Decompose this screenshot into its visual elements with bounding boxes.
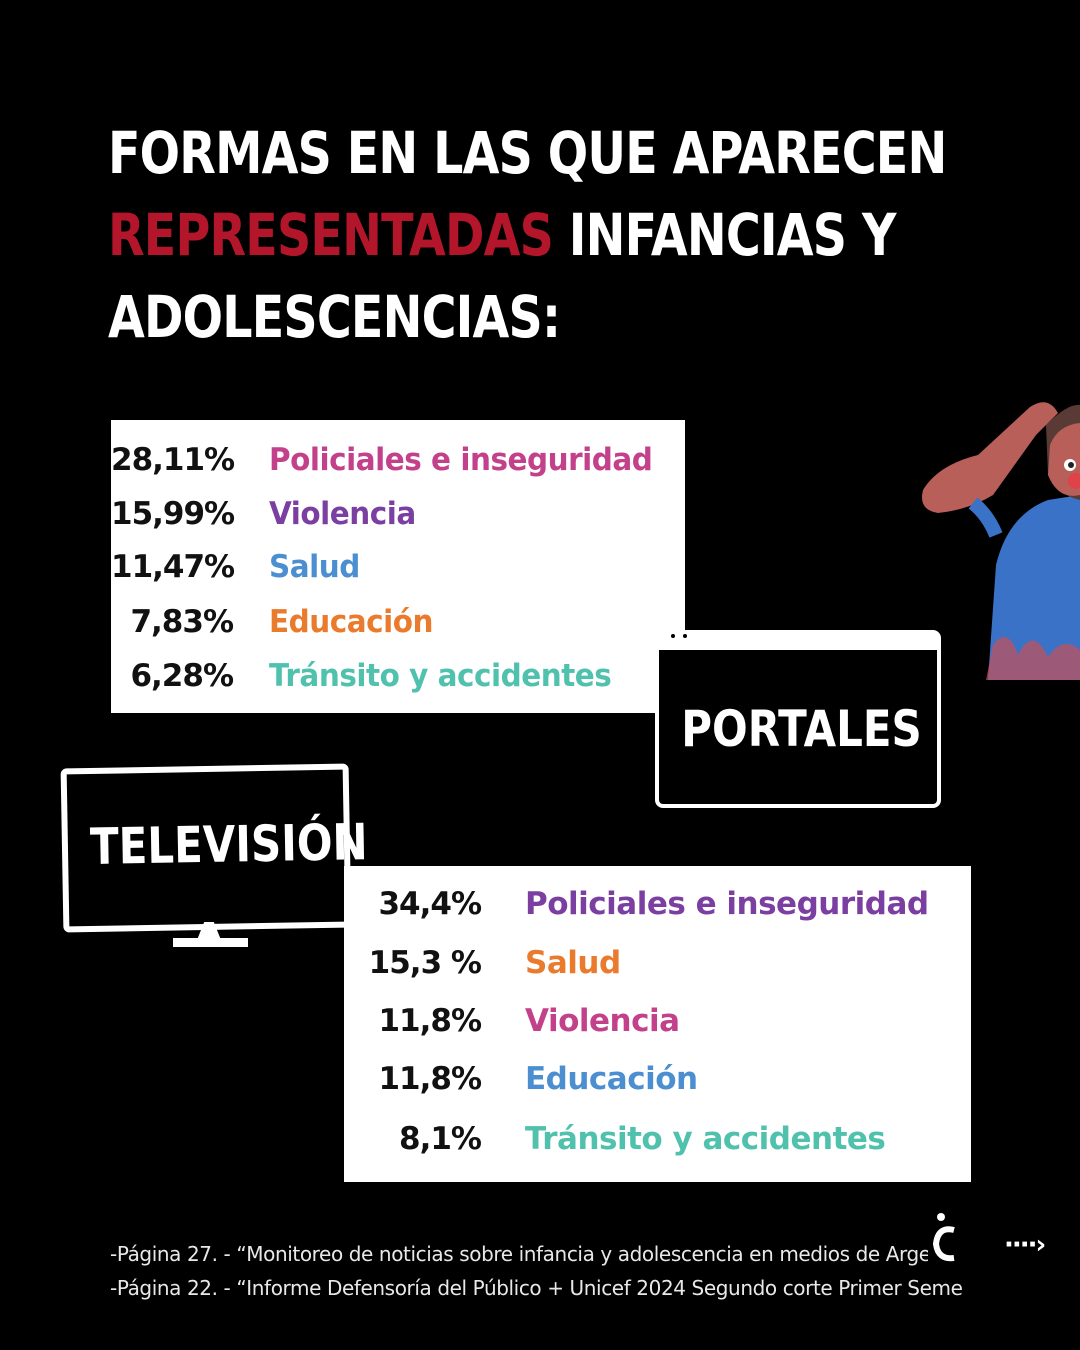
portales-stats-card: 28,11% Policiales e inseguridad 15,99% V…: [111, 420, 685, 713]
television-row: 11,8% Educación: [344, 1059, 698, 1099]
browser-title-bar: [659, 634, 937, 650]
television-row: 11,8% Violencia: [344, 1001, 680, 1041]
television-row: 8,1% Tránsito y accidentes: [344, 1119, 886, 1159]
television-monitor: TELEVISIÓN: [60, 763, 369, 933]
percentage: 8,1%: [399, 1121, 482, 1157]
portales-row: 11,47% Salud: [111, 547, 365, 587]
television-row: 15,3 % Salud: [344, 943, 621, 983]
portales-browser-window: PORTALES: [655, 630, 941, 808]
page-title: FORMAS EN LAS QUE APARECEN REPRESENTADAS…: [108, 112, 947, 358]
category-label: Policiales e inseguridad: [269, 442, 653, 478]
monitor-stand-icon: [197, 922, 221, 940]
dotted-arrow-right-icon[interactable]: ····›: [1004, 1230, 1046, 1260]
percentage: 15,3 %: [368, 945, 482, 981]
category-label: Salud: [269, 549, 360, 585]
percentage: 11,8%: [378, 1061, 482, 1097]
category-label: Educación: [525, 1061, 698, 1097]
category-label: Policiales e inseguridad: [525, 886, 929, 922]
category-label: Educación: [269, 604, 433, 640]
worried-person-illustration: [922, 402, 1080, 680]
percentage: 28,11%: [111, 442, 235, 478]
category-label: Violencia: [525, 1003, 680, 1039]
percentage: 11,8%: [378, 1003, 482, 1039]
percentage: 7,83%: [130, 604, 234, 640]
category-label: Tránsito y accidentes: [269, 658, 612, 694]
title-line-2: INFANCIAS Y: [553, 201, 897, 269]
brand-logo: [928, 1208, 968, 1268]
television-stats-card: 34,4% Policiales e inseguridad 15,3 % Sa…: [344, 866, 971, 1182]
category-label: Salud: [525, 945, 621, 981]
portales-row: 6,28% Tránsito y accidentes: [111, 656, 629, 696]
title-highlight: REPRESENTADAS: [108, 201, 554, 269]
percentage: 11,47%: [111, 549, 235, 585]
logo-icon: [932, 1213, 955, 1262]
percentage: 6,28%: [130, 658, 234, 694]
portales-row: 28,11% Policiales e inseguridad: [111, 440, 673, 480]
source-citation: -Página 27. - “Monitoreo de noticias sob…: [110, 1242, 931, 1266]
percentage: 34,4%: [378, 886, 482, 922]
category-label: Violencia: [269, 496, 416, 532]
source-citation: -Página 22. - “Informe Defensoría del Pú…: [110, 1276, 963, 1300]
television-row: 34,4% Policiales e inseguridad: [344, 884, 929, 924]
category-label: Tránsito y accidentes: [525, 1121, 886, 1157]
title-line-3: ADOLESCENCIAS:: [108, 283, 561, 351]
percentage: 15,99%: [111, 496, 235, 532]
portales-row: 15,99% Violencia: [111, 494, 424, 534]
window-dot-icon: [683, 634, 687, 638]
television-label: TELEVISIÓN: [89, 813, 369, 877]
window-dot-icon: [671, 634, 675, 638]
portales-label: PORTALES: [681, 700, 922, 758]
title-line-1: FORMAS EN LAS QUE APARECEN: [108, 119, 947, 187]
monitor-base-icon: [173, 938, 248, 947]
portales-row: 7,83% Educación: [111, 602, 442, 642]
